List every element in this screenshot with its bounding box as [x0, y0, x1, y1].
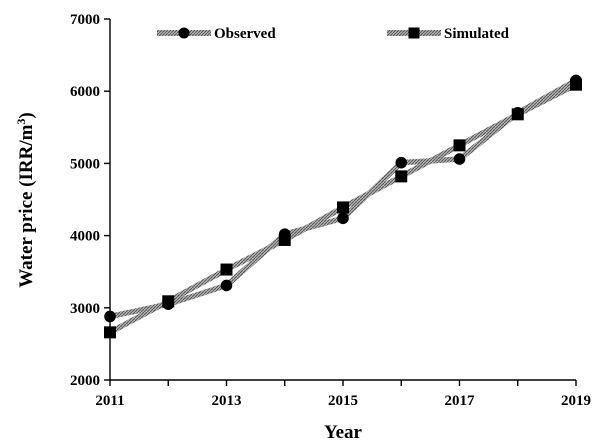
y-tick-label: 3000 [70, 301, 100, 317]
y-ticks: 2000 3000 4000 5000 6000 7000 [70, 12, 110, 389]
y-tick-label: 5000 [70, 156, 100, 172]
x-tick-label: 2017 [445, 393, 476, 409]
legend-marker-simulated [408, 27, 420, 39]
data-point-simulated [162, 295, 175, 308]
legend: Observed Simulated [157, 26, 510, 42]
legend-item-observed: Observed [157, 26, 276, 42]
data-point-simulated [104, 326, 116, 339]
x-tick-label: 2011 [95, 393, 124, 409]
data-point-simulated [278, 233, 291, 246]
data-point-observed [104, 310, 116, 323]
x-axis-title: Year [324, 422, 363, 443]
series-simulated [104, 78, 582, 339]
series-observed [104, 74, 582, 323]
data-point-simulated [511, 108, 524, 121]
series-line-observed [109, 77, 578, 320]
y-axis-title-sup: 3 [14, 119, 28, 125]
legend-label-observed: Observed [214, 26, 276, 42]
y-tick-label: 7000 [70, 12, 100, 28]
data-point-simulated [395, 170, 408, 183]
data-point-simulated [570, 78, 582, 91]
data-point-simulated [337, 201, 349, 214]
legend-marker-observed [178, 27, 190, 39]
x-tick-label: 2019 [561, 393, 591, 409]
data-point-observed [337, 212, 349, 225]
data-point-simulated [453, 139, 466, 152]
x-ticks: 2011 2013 2015 2017 2019 [95, 380, 591, 409]
y-tick-label: 2000 [70, 373, 100, 389]
data-point-simulated [220, 263, 233, 276]
y-axis-title: Water price (IRR/m3) [14, 112, 37, 288]
y-tick-label: 4000 [70, 229, 100, 245]
legend-label-simulated: Simulated [444, 26, 510, 42]
x-tick-label: 2013 [212, 393, 242, 409]
x-tick-label: 2015 [328, 393, 358, 409]
data-point-observed [395, 156, 408, 169]
data-point-observed [453, 153, 466, 165]
axes [109, 19, 576, 381]
y-tick-label: 6000 [70, 84, 100, 100]
y-axis-title-close: ) [16, 112, 37, 118]
data-point-observed [220, 279, 233, 292]
series-layer [104, 74, 582, 339]
legend-item-simulated: Simulated [387, 26, 510, 42]
y-axis-title-main: Water price (IRR/m [16, 124, 37, 287]
